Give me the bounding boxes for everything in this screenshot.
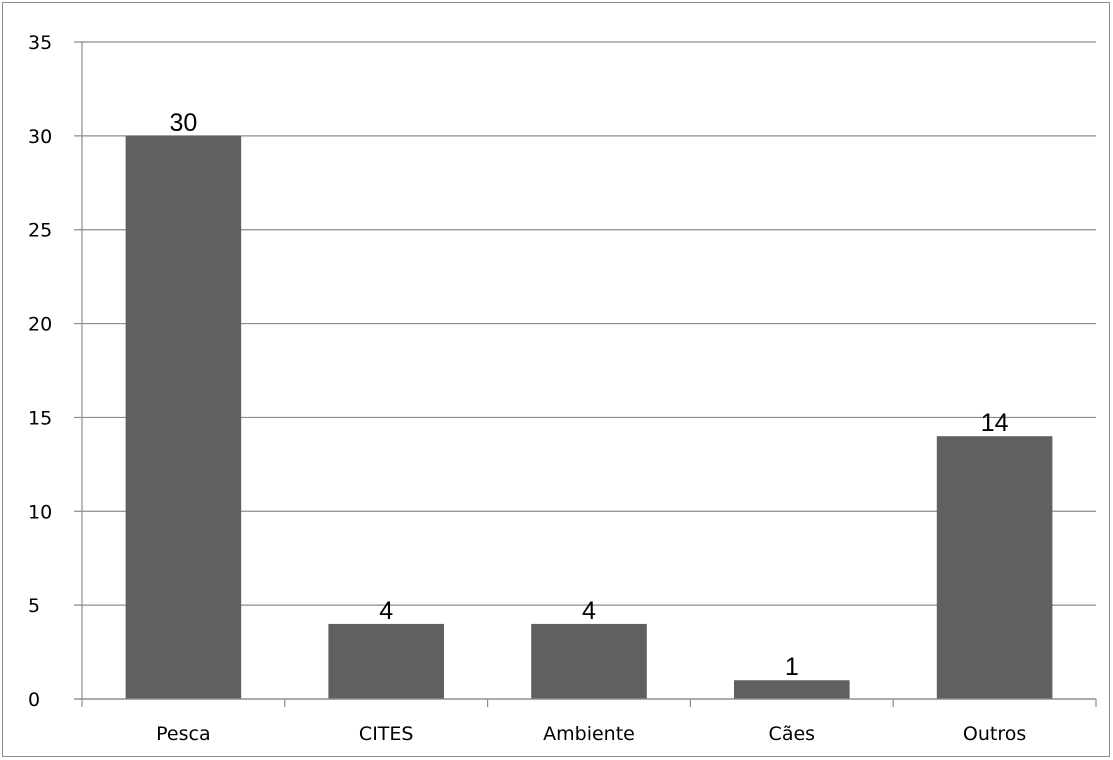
bar-Ambiente bbox=[531, 623, 647, 699]
x-tick-label-Cães: Cães bbox=[769, 723, 816, 745]
y-tick-label-15: 15 bbox=[28, 407, 52, 429]
y-tick-label-5: 5 bbox=[28, 595, 40, 617]
data-label-Ambiente: 4 bbox=[582, 597, 596, 625]
data-label-CITES: 4 bbox=[379, 597, 393, 625]
bar-Cães bbox=[734, 680, 850, 699]
data-label-Cães: 1 bbox=[785, 653, 799, 681]
x-tick-label-CITES: CITES bbox=[359, 723, 414, 745]
y-tick-label-25: 25 bbox=[28, 220, 52, 242]
x-tick-label-Pesca: Pesca bbox=[156, 723, 210, 745]
y-tick-label-10: 10 bbox=[28, 501, 52, 523]
y-tick-label-20: 20 bbox=[28, 314, 52, 336]
bar-CITES bbox=[328, 623, 444, 699]
y-tick-label-30: 30 bbox=[28, 126, 52, 148]
y-tick-label-0: 0 bbox=[28, 689, 40, 711]
bar-Pesca bbox=[125, 135, 242, 699]
data-label-Pesca: 30 bbox=[169, 109, 197, 137]
bar-Outros bbox=[936, 436, 1053, 699]
x-tick-label-Outros: Outros bbox=[963, 723, 1026, 745]
x-tick-label-Ambiente: Ambiente bbox=[543, 723, 635, 745]
y-tick-label-35: 35 bbox=[28, 32, 52, 54]
data-label-Outros: 14 bbox=[981, 409, 1009, 437]
